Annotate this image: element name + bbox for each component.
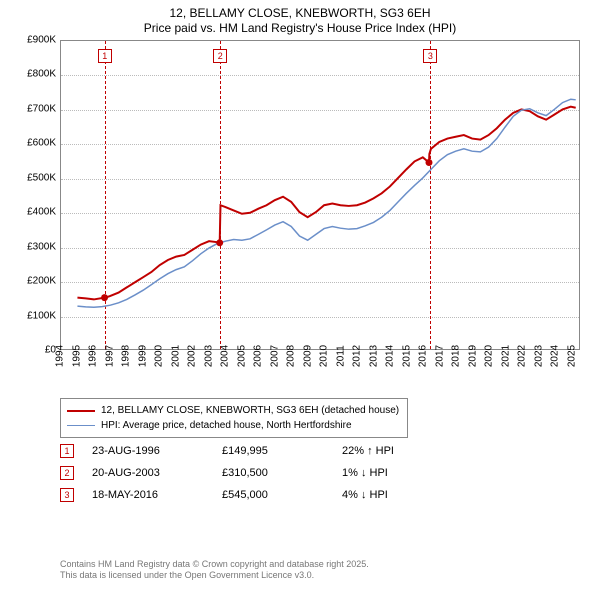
x-axis-tick-label: 2019 (467, 345, 478, 367)
chart-title-block: 12, BELLAMY CLOSE, KNEBWORTH, SG3 6EH Pr… (0, 0, 600, 37)
transaction-price: £310,500 (222, 467, 342, 479)
x-axis-tick-label: 2014 (385, 345, 396, 367)
x-axis-tick-label: 2006 (253, 345, 264, 367)
line-series (61, 41, 579, 349)
marker-point-icon (101, 294, 108, 301)
x-axis-tick-label: 2007 (269, 345, 280, 367)
footer-attribution: Contains HM Land Registry data © Crown c… (60, 559, 369, 582)
x-axis-tick-label: 1997 (104, 345, 115, 367)
transaction-price: £545,000 (222, 489, 342, 501)
marker-point-icon (425, 159, 432, 166)
y-axis-tick-label: £800K (12, 69, 56, 80)
x-axis-tick-label: 2021 (500, 345, 511, 367)
x-axis-tick-label: 2002 (187, 345, 198, 367)
x-axis-tick-label: 2024 (550, 345, 561, 367)
x-axis-tick-label: 2001 (170, 345, 181, 367)
marker-label-box: 1 (98, 49, 112, 63)
x-axis-tick-label: 1996 (88, 345, 99, 367)
x-axis-tick-label: 2011 (335, 345, 346, 367)
y-axis-tick-label: £0 (12, 345, 56, 356)
transaction-row: 3 18-MAY-2016£545,0004% ↓ HPI (60, 484, 462, 506)
x-axis-tick-label: 1994 (55, 345, 66, 367)
x-axis-tick-label: 2005 (236, 345, 247, 367)
x-axis-tick-label: 2004 (220, 345, 231, 367)
transaction-date: 20-AUG-2003 (92, 467, 222, 479)
plot-area: 1 2 3 (60, 40, 580, 350)
x-axis-tick-label: 1995 (71, 345, 82, 367)
x-axis-tick-label: 2017 (434, 345, 445, 367)
transaction-marker-box: 3 (60, 488, 74, 502)
transaction-price: £149,995 (222, 445, 342, 457)
y-axis-tick-label: £200K (12, 276, 56, 287)
title-line-1: 12, BELLAMY CLOSE, KNEBWORTH, SG3 6EH (0, 6, 600, 20)
legend-item: 12, BELLAMY CLOSE, KNEBWORTH, SG3 6EH (d… (67, 403, 399, 418)
transaction-hpi-diff: 1% ↓ HPI (342, 467, 462, 479)
x-axis-tick-label: 2009 (302, 345, 313, 367)
transaction-hpi-diff: 22% ↑ HPI (342, 445, 462, 457)
series-line (77, 99, 575, 307)
legend-text: HPI: Average price, detached house, Nort… (101, 420, 352, 431)
chart-area: £0 £100K £200K £300K £400K £500K £600K £700K £80… (12, 40, 588, 390)
footer-line-2: This data is licensed under the Open Gov… (60, 570, 369, 582)
x-axis-tick-label: 2023 (533, 345, 544, 367)
x-axis-tick-label: 2013 (368, 345, 379, 367)
x-axis-tick-label: 2025 (566, 345, 577, 367)
marker-point-icon (216, 239, 223, 246)
transaction-date: 18-MAY-2016 (92, 489, 222, 501)
legend-text: 12, BELLAMY CLOSE, KNEBWORTH, SG3 6EH (d… (101, 405, 399, 416)
x-axis-tick-label: 2003 (203, 345, 214, 367)
y-axis-tick-label: £400K (12, 207, 56, 218)
x-axis-tick-label: 2000 (154, 345, 165, 367)
x-axis-tick-label: 2020 (484, 345, 495, 367)
transaction-row: 2 20-AUG-2003£310,5001% ↓ HPI (60, 462, 462, 484)
legend-swatch-icon (67, 410, 95, 412)
y-axis-tick-label: £100K (12, 310, 56, 321)
transaction-hpi-diff: 4% ↓ HPI (342, 489, 462, 501)
transaction-row: 1 23-AUG-1996£149,99522% ↑ HPI (60, 440, 462, 462)
x-axis-tick-label: 2018 (451, 345, 462, 367)
x-axis-tick-label: 2012 (352, 345, 363, 367)
legend-item: HPI: Average price, detached house, Nort… (67, 418, 399, 433)
x-axis-tick-label: 1998 (121, 345, 132, 367)
transactions-table: 1 23-AUG-1996£149,99522% ↑ HPI 2 20-AUG-200… (60, 440, 462, 506)
transaction-marker-box: 1 (60, 444, 74, 458)
x-axis-tick-label: 2010 (319, 345, 330, 367)
y-axis-tick-label: £300K (12, 241, 56, 252)
x-axis-tick-label: 2008 (286, 345, 297, 367)
transaction-date: 23-AUG-1996 (92, 445, 222, 457)
marker-label-box: 3 (423, 49, 437, 63)
footer-line-1: Contains HM Land Registry data © Crown c… (60, 559, 369, 571)
series-line (77, 107, 575, 300)
y-axis-tick-label: £500K (12, 172, 56, 183)
y-axis-tick-label: £900K (12, 35, 56, 46)
legend: 12, BELLAMY CLOSE, KNEBWORTH, SG3 6EH (d… (60, 398, 408, 438)
legend-swatch-icon (67, 425, 95, 426)
transaction-marker-box: 2 (60, 466, 74, 480)
x-axis-tick-label: 2016 (418, 345, 429, 367)
title-line-2: Price paid vs. HM Land Registry's House … (0, 21, 600, 35)
y-axis-tick-label: £700K (12, 103, 56, 114)
marker-label-box: 2 (213, 49, 227, 63)
y-axis-tick-label: £600K (12, 138, 56, 149)
x-axis-tick-label: 2022 (517, 345, 528, 367)
x-axis-tick-label: 1999 (137, 345, 148, 367)
x-axis-tick-label: 2015 (401, 345, 412, 367)
